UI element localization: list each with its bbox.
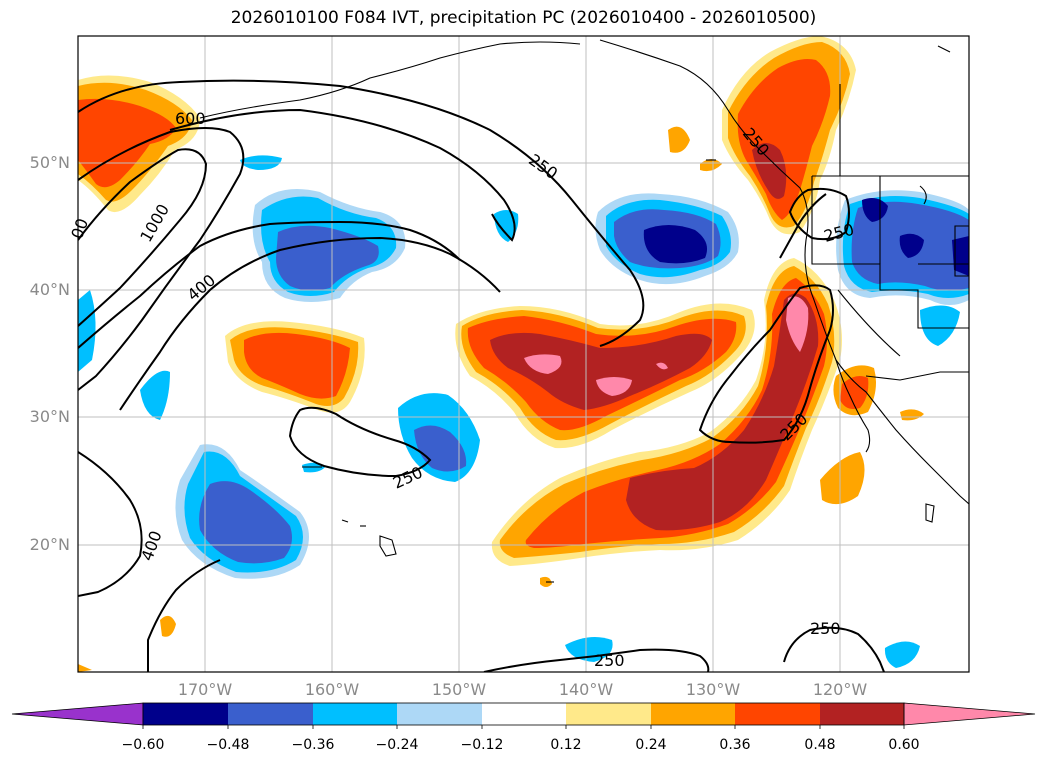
contour-400-b bbox=[119, 236, 501, 411]
colorbar-tick-label: −0.48 bbox=[206, 737, 250, 753]
lon-tick-label: 140°W bbox=[558, 680, 614, 699]
neg-area-west-pacific-strong bbox=[276, 225, 379, 291]
pos-area-small-1 bbox=[160, 615, 176, 637]
colorbar-tick-label: 0.12 bbox=[550, 737, 582, 753]
lon-tick-label: 130°W bbox=[685, 680, 741, 699]
colorbar-tick-label: −0.36 bbox=[291, 737, 335, 753]
colorbar-tick-label: −0.12 bbox=[460, 737, 504, 753]
contour-250-north-inner bbox=[169, 108, 516, 242]
colorbar-segment bbox=[735, 703, 820, 725]
colorbar-tick-label: 0.36 bbox=[719, 737, 751, 753]
ivt-contours bbox=[78, 79, 885, 672]
contour-400-a bbox=[78, 220, 461, 349]
neg-area-southwest-strong bbox=[199, 481, 292, 564]
colorbar-segment bbox=[820, 703, 904, 725]
pos-area-mid-west-strong bbox=[244, 332, 350, 399]
neg-area-west-mid bbox=[140, 370, 170, 420]
contour-label: 00 bbox=[67, 216, 92, 242]
neg-area-us-interior-core-1 bbox=[862, 198, 888, 222]
neg-area-gulf-core bbox=[643, 225, 708, 264]
colorbar-segment bbox=[651, 703, 735, 725]
colorbar bbox=[11, 702, 1036, 729]
contour-400-south-b bbox=[147, 559, 221, 672]
contour-label: 250 bbox=[594, 651, 625, 670]
pos-area-central-band-core bbox=[490, 332, 712, 410]
pos-area-gulf-coast bbox=[668, 126, 690, 153]
neg-area-nevada bbox=[920, 305, 960, 346]
pos-area-small-4 bbox=[700, 159, 722, 172]
pos-area-small-5 bbox=[78, 664, 92, 672]
contour-label: 400 bbox=[183, 270, 219, 304]
colorbar-frame bbox=[142, 702, 905, 726]
colorbar-segment bbox=[397, 703, 482, 725]
contour-250-southeast bbox=[783, 626, 885, 672]
lon-tick-label: 170°W bbox=[177, 680, 233, 699]
pos-area-southeast-band-core bbox=[626, 293, 819, 531]
colorbar-tick-label: 0.24 bbox=[635, 737, 667, 753]
contour-400-south bbox=[78, 451, 143, 597]
contour-1000 bbox=[78, 148, 208, 327]
neg-area-us-interior-core-3 bbox=[952, 236, 969, 276]
contour-250-east bbox=[788, 187, 850, 241]
pos-area-pacific-nw-strong bbox=[737, 59, 831, 220]
neg-area-us-interior-core-2 bbox=[899, 233, 924, 258]
lat-tick-label: 20°N bbox=[29, 535, 70, 554]
pos-area-central-band-peak-1 bbox=[524, 354, 562, 374]
pos-area-mexico-coast bbox=[820, 452, 865, 505]
contour-label-layer: 600 1000 400 250 250 250 250 400 250 250… bbox=[67, 109, 856, 670]
contour-250-south bbox=[483, 648, 710, 672]
contour-600 bbox=[78, 127, 245, 391]
colorbar-segment bbox=[228, 703, 313, 725]
colorbar-tick-label: 0.48 bbox=[804, 737, 836, 753]
colorbar-segment bbox=[566, 703, 651, 725]
contour-label: 250 bbox=[810, 619, 841, 638]
colorbar-tick-label: 0.60 bbox=[888, 737, 920, 753]
neg-area-hawaii-north-core bbox=[414, 425, 467, 472]
neg-area-west-edge bbox=[78, 290, 96, 372]
contour-250-loop bbox=[698, 284, 834, 444]
colorbar-segment bbox=[313, 703, 397, 725]
pos-area-central-band-peak-3 bbox=[656, 362, 668, 370]
contour-label: 250 bbox=[525, 150, 561, 183]
lon-tick-label: 160°W bbox=[304, 680, 360, 699]
lat-tick-label: 40°N bbox=[29, 280, 70, 299]
pos-area-southeast-band-peak bbox=[786, 296, 809, 352]
neg-area-southeast bbox=[884, 641, 920, 668]
lon-tick-label: 120°W bbox=[812, 680, 868, 699]
contour-250-north bbox=[78, 79, 645, 347]
contour-label: 600 bbox=[175, 109, 206, 128]
pos-area-pacific-nw-core bbox=[752, 143, 787, 199]
lat-tick-label: 30°N bbox=[29, 407, 70, 426]
colorbar-tick-label: −0.60 bbox=[121, 737, 165, 753]
map-frame bbox=[77, 35, 970, 673]
contour-label: 1000 bbox=[136, 201, 173, 246]
colorbar-segment bbox=[143, 703, 228, 725]
lon-tick-label: 150°W bbox=[431, 680, 487, 699]
coastlines bbox=[199, 39, 969, 583]
pos-area-baja-core bbox=[840, 376, 869, 409]
pos-area-west-north-strong bbox=[78, 98, 176, 188]
precipitation-fill-layer bbox=[78, 36, 969, 672]
pos-area-small-3 bbox=[900, 409, 924, 421]
colorbar-tick-label: −0.24 bbox=[375, 737, 419, 753]
colorbar-segment bbox=[482, 703, 566, 725]
pos-area-central-band-peak-2 bbox=[596, 377, 632, 396]
colorbar-extend-high bbox=[903, 702, 1036, 726]
contour-250-hawaii bbox=[288, 406, 432, 478]
contour-250-east-line bbox=[779, 193, 827, 259]
colorbar-extend-low bbox=[11, 702, 144, 726]
map-title: 2026010100 F084 IVT, precipitation PC (2… bbox=[230, 8, 817, 28]
lat-tick-label: 50°N bbox=[29, 153, 70, 172]
neg-area-hawaii-south bbox=[302, 462, 326, 473]
